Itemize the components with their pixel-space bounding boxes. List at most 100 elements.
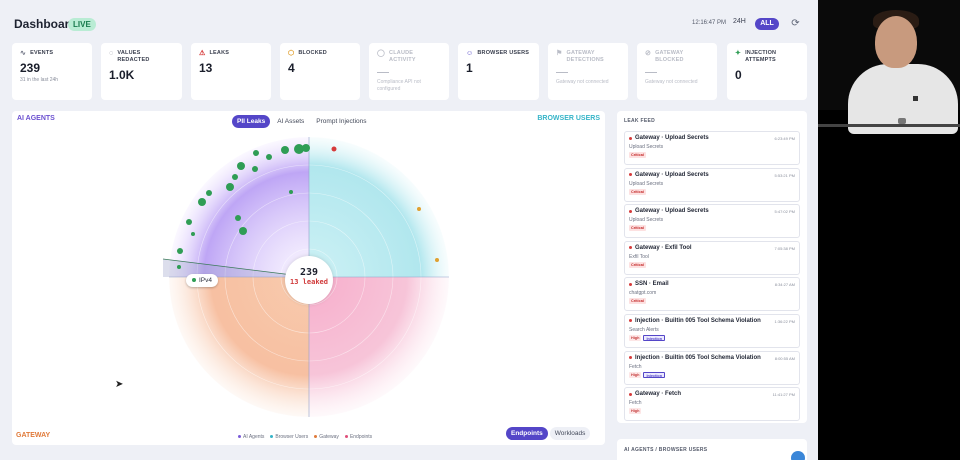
leak-feed-title: LEAK FEED [624,118,656,124]
stat-value: 0 [735,68,742,82]
stat-value-empty: — [645,72,657,73]
desk-edge [818,124,960,127]
stat-label: VALUES REDACTED [117,50,150,63]
view-button[interactable]: Endpoints [506,427,548,440]
radar-point[interactable] [186,219,192,225]
radar-point[interactable] [191,232,195,236]
leak-title: Injection · Builtin 005 Tool Schema Viol… [635,354,761,361]
agents-users-panel: AI AGENTS / BROWSER USERS [617,439,807,460]
mouse-cursor-icon: ➤ [115,379,124,390]
legend-item: AI Agents [238,434,264,440]
leak-title-row: Injection · Builtin 005 Tool Schema Viol… [629,318,795,324]
stat-label-row: ⚠ LEAKS [199,50,263,57]
leak-title: Gateway · Upload Secrets [635,208,709,215]
radar-point[interactable] [252,166,258,172]
leak-feed-item[interactable]: Gateway · Exfil Tool 7:05:38 PM Exfil Tool… [624,240,800,275]
radar-point[interactable] [281,146,289,154]
radar-point[interactable] [266,154,272,160]
radar-point[interactable] [177,248,183,254]
leak-badges: High [629,408,795,415]
radar-tab[interactable]: AI Assets [277,118,305,125]
leak-source: Exfil Tool [629,253,649,260]
range-24h-button[interactable]: 24H [733,18,746,25]
block-icon: ⊘ [645,50,652,57]
leak-feed-item[interactable]: Injection · Builtin 005 Tool Schema Viol… [624,313,800,348]
radar-point[interactable] [237,162,245,170]
leak-source: Fetch [629,363,642,370]
range-all-button[interactable]: ALL [755,18,779,30]
leak-badges: Critical [629,225,795,232]
legend-item: Endpoints [344,434,372,440]
stat-label-row: ✦ INJECTION ATTEMPTS [735,50,799,64]
radar-point[interactable] [289,190,293,194]
refresh-icon[interactable]: ⟳ [791,18,800,29]
leak-feed-item[interactable]: Gateway · Upload Secrets 5:53:21 PM Upload… [624,167,800,202]
stat-card: ∿ EVENTS 239 31 in the last 24h [12,43,92,100]
radar-point[interactable] [198,198,206,206]
leak-feed-item[interactable]: Injection · Builtin 005 Tool Schema Viol… [624,350,800,385]
stat-card: ⚑GATEWAY DETECTIONS — Gateway not connecte… [548,43,628,100]
leak-source: Upload Secrets [629,144,664,150]
radar-legend: AI Agents Browser Users Gateway Endpoints [238,434,372,440]
radar-point[interactable] [331,146,337,152]
stat-label: BLOCKED [298,50,327,56]
point-tooltip: IPv4 [186,274,219,287]
leak-badge: High [629,334,642,341]
radar-point[interactable] [239,227,247,235]
severity-dot [629,173,632,177]
stat-value-empty: — [556,72,568,73]
leak-feed-item[interactable]: Gateway · Fetch 11:41:27 PM Fetch High [624,387,800,422]
quadrant-ai-agents [169,137,309,277]
leak-title-row: Gateway · Upload Secrets [629,135,795,141]
radar-point[interactable] [435,258,439,262]
stat-label: GATEWAY BLOCKED [655,50,684,63]
legend-dot [344,435,348,439]
severity-dot [629,136,632,140]
leak-time: 1:36:22 PM [774,318,795,324]
radar-point[interactable] [177,265,181,269]
leak-feed-item[interactable]: Gateway · Upload Secrets 6:23:49 PM Upload… [624,131,800,165]
leak-feed-item[interactable]: Gateway · Upload Secrets 5:47:02 PM Upload… [624,204,800,239]
stat-label-row: ◯ CLAUDE ACTIVITY [377,50,441,64]
legend-item: Browser Users [270,434,308,440]
leak-source: Upload Secrets [629,180,664,187]
header: Dashboard LIVE 12:16:47 PM 24H ALL ⟳ [0,0,818,42]
radar-point[interactable] [417,207,421,211]
leak-time: 8:34:27 AM [774,282,795,288]
stat-value: 1.0K [109,68,135,82]
radar-point[interactable] [294,144,304,154]
view-button[interactable]: Workloads [549,427,591,440]
leak-title: Gateway · Upload Secrets [635,171,709,178]
stat-sub: 31 in the last 24h [20,77,59,83]
view-toggle: Endpoints Workloads [506,427,591,440]
radar-tab[interactable]: Prompt Injections [316,118,367,125]
radar-point[interactable] [226,183,234,191]
leak-feed-item[interactable]: SSN · Email 8:34:27 AM chatgpt.com Critical [624,277,800,312]
radar-point[interactable] [206,190,212,196]
radar-point[interactable] [253,150,259,156]
legend-label: Gateway [319,434,339,440]
leak-title-row: Injection · Builtin 005 Tool Schema Viol… [629,355,795,361]
leak-title-row: Gateway · Upload Secrets [629,208,795,214]
stat-card: ⊘GATEWAY BLOCKED — Gateway not connected [637,43,717,100]
radar-point[interactable] [235,215,241,221]
leak-badge: Critical [629,152,646,158]
legend-dot [238,435,241,439]
legend-label: AI Agents [243,434,265,440]
center-summary: 239 13 leaked [285,256,333,304]
leak-badge: Critical [629,261,646,268]
flag-icon: ⚑ [556,50,563,57]
users-icon: ☺ [466,50,474,57]
leak-badge: Critical [629,188,646,195]
radar-tab[interactable]: PII Leaks [232,115,271,128]
leak-feed-list: Gateway · Upload Secrets 6:23:49 PM Upload… [624,131,800,423]
radar-points [177,144,439,269]
radar-point[interactable] [232,174,238,180]
help-icon[interactable] [791,451,805,460]
stat-card: ◌ VALUES REDACTED 1.0K [101,43,182,100]
radar-point[interactable] [302,144,310,152]
leak-feed-panel: LEAK FEED Gateway · Upload Secrets 6:23:4… [617,111,807,423]
leak-title: Injection · Builtin 005 Tool Schema Viol… [635,317,761,324]
radar-chart [162,136,450,418]
severity-dot [629,392,632,396]
